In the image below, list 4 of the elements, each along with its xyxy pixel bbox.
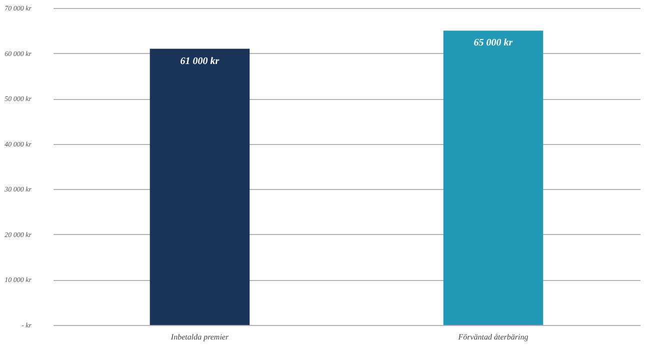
data-label: 61 000 kr — [180, 56, 220, 67]
data-label: 65 000 kr — [474, 38, 513, 49]
x-tick-label: Inbetalda premier — [170, 332, 230, 342]
x-tick-label: Förväntad återbäring — [457, 332, 528, 342]
